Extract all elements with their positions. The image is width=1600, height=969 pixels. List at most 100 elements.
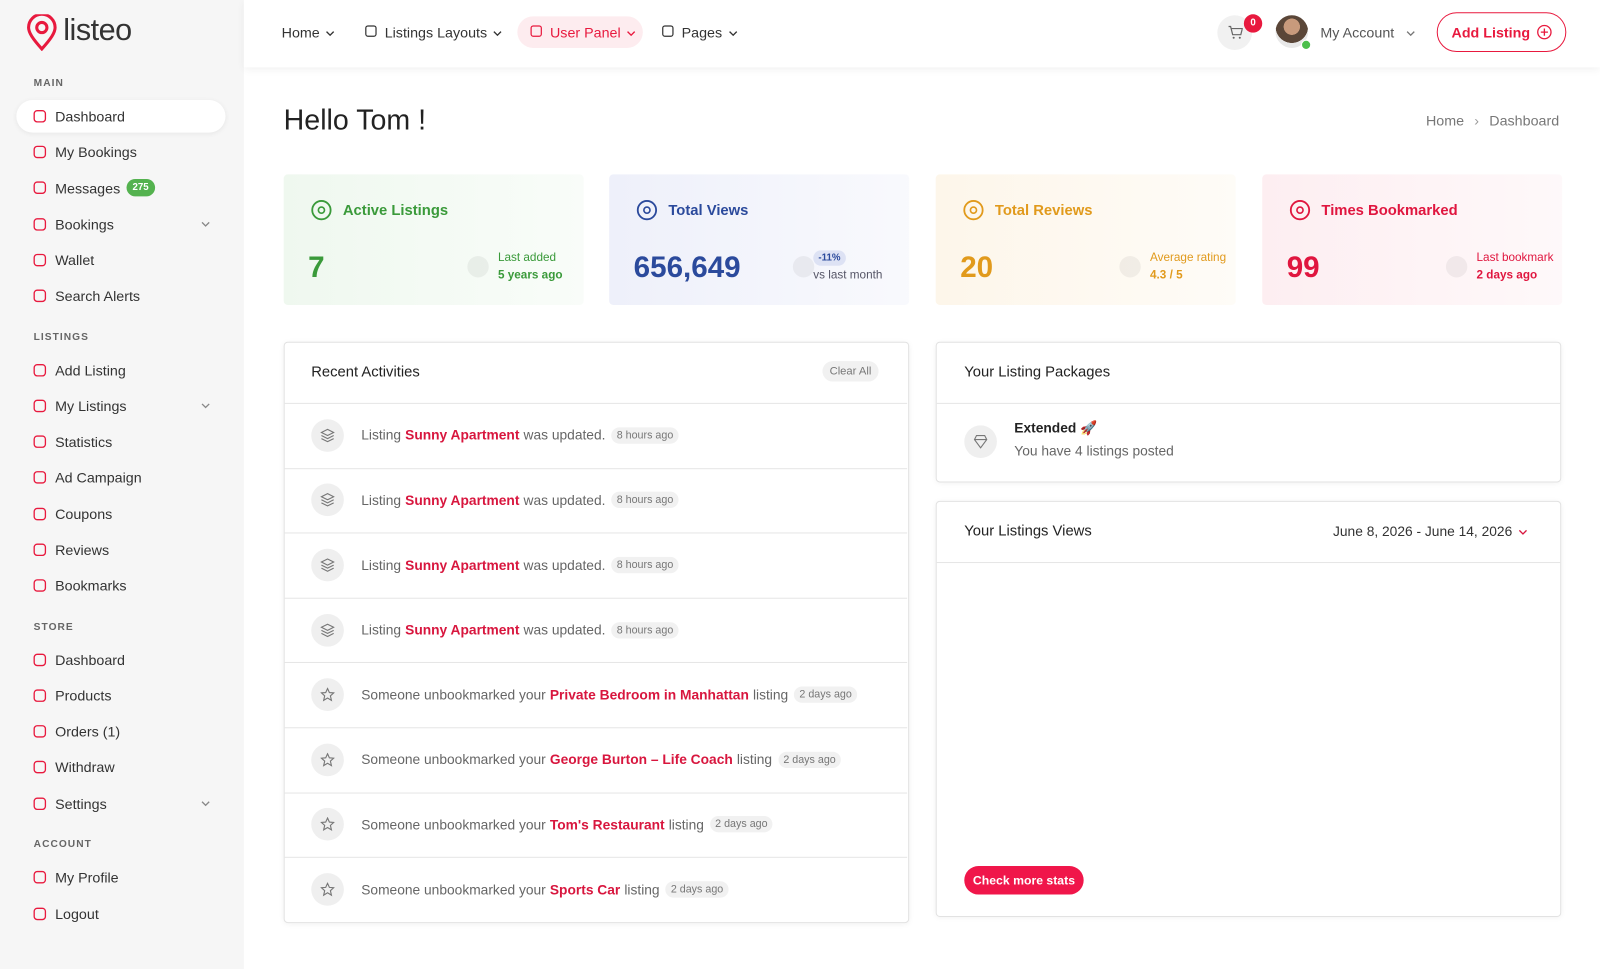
activity-link[interactable]: Tom's Restaurant xyxy=(549,816,665,833)
breadcrumb-separator: › xyxy=(1474,112,1480,129)
sidebar-label[interactable]: Search Alerts xyxy=(55,287,141,304)
activity-link[interactable]: Sunny Apartment xyxy=(405,427,520,443)
sidebar-label[interactable]: Products xyxy=(55,687,112,704)
sidebar-label[interactable]: Messages xyxy=(55,179,121,197)
stat-title: Times Bookmarked xyxy=(1321,202,1458,220)
activity-prefix: Listing xyxy=(361,427,402,443)
clear-all-button[interactable]: Clear All xyxy=(822,361,879,382)
sidebar-link[interactable]: My Bookings xyxy=(55,144,137,160)
nav-link[interactable]: User Panel xyxy=(549,24,621,41)
sidebar-label[interactable]: My Listings xyxy=(55,397,127,415)
logo-icon xyxy=(27,14,57,52)
sidebar-icon xyxy=(33,471,47,485)
sidebar-link[interactable]: Reviews xyxy=(55,541,109,557)
activity-suffix: listing xyxy=(752,687,789,703)
activity-prefix: Someone unbookmarked your xyxy=(361,687,546,703)
activity-link[interactable]: George Burton – Life Coach xyxy=(549,752,733,768)
sidebar-label[interactable]: Dashboard xyxy=(55,108,125,125)
packages-panel xyxy=(935,341,1562,483)
sidebar-icon xyxy=(33,797,47,810)
sidebar-link[interactable]: Orders (1) xyxy=(55,723,120,739)
stat-note: Last bookmark xyxy=(1476,251,1554,265)
sidebar-label[interactable]: Statistics xyxy=(55,433,113,451)
activity-prefix: Someone unbookmarked your xyxy=(361,752,546,768)
sidebar-label[interactable]: Coupons xyxy=(55,505,113,522)
sidebar-icon xyxy=(33,399,47,413)
stat-value: 7 xyxy=(308,251,325,285)
nav-active-pill xyxy=(517,16,643,48)
sidebar-link[interactable]: Ad Campaign xyxy=(55,470,142,486)
sidebar-label[interactable]: My Bookings xyxy=(55,144,137,161)
sidebar-label[interactable]: Ad Campaign xyxy=(55,469,142,486)
activity-icon xyxy=(320,493,335,507)
activity-link[interactable]: Sports Car xyxy=(549,881,621,898)
activity-link[interactable]: Sunny Apartment xyxy=(405,557,520,573)
sidebar-link[interactable]: Products xyxy=(55,687,111,703)
stat-change: -11% xyxy=(813,250,846,266)
sidebar-label[interactable]: Reviews xyxy=(55,541,110,558)
sidebar-link[interactable]: Coupons xyxy=(55,506,112,522)
sidebar-link[interactable]: Logout xyxy=(55,905,99,921)
sidebar-label[interactable]: Settings xyxy=(55,795,107,812)
stat-note: Last added xyxy=(497,251,557,265)
sidebar-label[interactable]: Add Listing xyxy=(55,361,126,379)
breadcrumb-item[interactable]: Home xyxy=(1425,112,1465,129)
sidebar-link[interactable]: Settings xyxy=(55,795,107,811)
sidebar-label[interactable]: Orders (1) xyxy=(55,723,121,740)
message-badge: 275 xyxy=(126,179,155,197)
activity-suffix: was updated. xyxy=(523,557,606,573)
sidebar-link[interactable]: Bookmarks xyxy=(55,577,126,593)
nav-link[interactable]: Home xyxy=(281,24,320,41)
row-divider xyxy=(284,532,908,534)
sidebar-link[interactable]: Wallet xyxy=(55,252,94,268)
stat-note-icon xyxy=(467,256,489,278)
sidebar-icon xyxy=(33,181,47,195)
stats-button[interactable]: Check more stats xyxy=(964,865,1084,895)
breadcrumb: Home › Dashboard xyxy=(1426,112,1559,128)
add-listing-label[interactable]: Add Listing xyxy=(1451,23,1531,41)
sidebar-icon xyxy=(33,507,47,520)
sidebar-label[interactable]: Bookings xyxy=(55,215,114,233)
sidebar-icon xyxy=(33,579,47,592)
sidebar-link[interactable]: Statistics xyxy=(55,434,112,450)
stat-card xyxy=(935,174,1236,305)
account-menu[interactable]: My Account xyxy=(1320,24,1395,41)
sidebar-link[interactable]: My Profile xyxy=(55,869,119,885)
row-divider xyxy=(284,792,908,794)
activity-link[interactable]: Sunny Apartment xyxy=(405,622,520,638)
activity-prefix: Someone unbookmarked your xyxy=(361,816,546,833)
activity-icon xyxy=(320,752,335,767)
activity-icon xyxy=(320,558,335,572)
sidebar-label[interactable]: Logout xyxy=(55,905,99,922)
chevron xyxy=(201,800,210,806)
sidebar-link[interactable]: My Listings xyxy=(55,398,126,414)
stat-note-icon xyxy=(1445,256,1468,278)
sidebar-link[interactable]: Messages 275 xyxy=(55,179,155,197)
chevron xyxy=(201,403,210,409)
activity-link[interactable]: Sunny Apartment xyxy=(405,492,520,508)
sidebar-link[interactable]: Dashboard xyxy=(55,108,125,124)
activity-icon xyxy=(320,687,335,702)
sidebar-link[interactable]: Search Alerts xyxy=(55,288,140,304)
sidebar-link[interactable]: Bookings xyxy=(55,216,114,232)
sidebar-link[interactable]: Dashboard xyxy=(55,652,125,668)
activity-suffix: was updated. xyxy=(523,492,606,508)
sidebar-label[interactable]: My Profile xyxy=(55,869,119,886)
sidebar-link[interactable]: Add Listing xyxy=(55,362,126,378)
nav-link[interactable]: Pages xyxy=(681,24,723,41)
sidebar-label[interactable]: Dashboard xyxy=(55,651,125,668)
sidebar-link[interactable]: Withdraw xyxy=(55,759,115,775)
add-listing-button[interactable]: Add Listing xyxy=(1436,12,1567,53)
date-range[interactable]: June 8, 2026 - June 14, 2026 xyxy=(1333,523,1513,540)
nav-link[interactable]: Listings Layouts xyxy=(384,24,488,41)
row-divider xyxy=(936,562,1561,564)
package-icon xyxy=(973,434,988,449)
sidebar-label[interactable]: Withdraw xyxy=(55,759,115,776)
activities-title: Recent Activities xyxy=(311,364,420,381)
activity-link[interactable]: Private Bedroom in Manhattan xyxy=(549,687,749,703)
views-panel xyxy=(935,500,1562,917)
sidebar-label[interactable]: Wallet xyxy=(55,251,95,269)
sidebar-label[interactable]: Bookmarks xyxy=(55,577,127,594)
activity-time: 8 hours ago xyxy=(611,427,679,444)
